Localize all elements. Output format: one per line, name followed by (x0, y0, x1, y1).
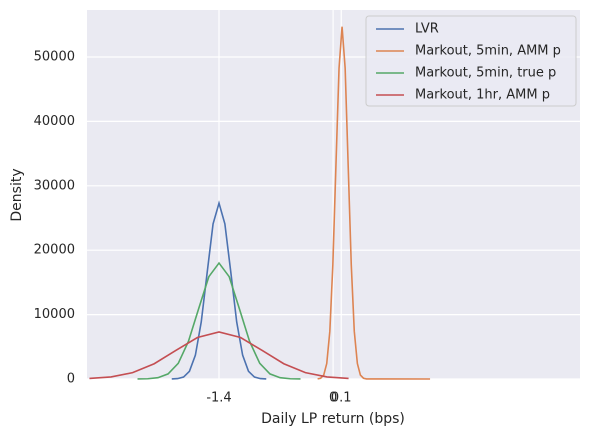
y-tick-label: 50000 (34, 50, 75, 65)
y-tick-label: 0 (67, 372, 75, 387)
x-tick-label: -1.4 (206, 391, 231, 406)
line (317, 26, 431, 380)
line (171, 200, 267, 380)
legend-label: Markout, 5min, true p (415, 66, 556, 81)
y-tick-label: 20000 (34, 243, 75, 258)
line (137, 261, 301, 380)
legend-box (365, 15, 577, 107)
x-axis-label: Daily LP return (bps) (261, 411, 405, 427)
legend-label: Markout, 1hr, AMM p (415, 88, 550, 103)
y-axis-label: Density (9, 168, 25, 221)
y-tick-label: 30000 (34, 178, 75, 193)
x-tick-label: 0 (329, 391, 337, 406)
legend-label: LVR (415, 22, 439, 37)
line (89, 331, 349, 380)
y-tick-label: 40000 (34, 114, 75, 129)
legend-label: Markout, 5min, AMM p (415, 44, 561, 59)
x-tick-label: 0.1 (331, 391, 352, 406)
y-tick-label: 10000 (34, 307, 75, 322)
